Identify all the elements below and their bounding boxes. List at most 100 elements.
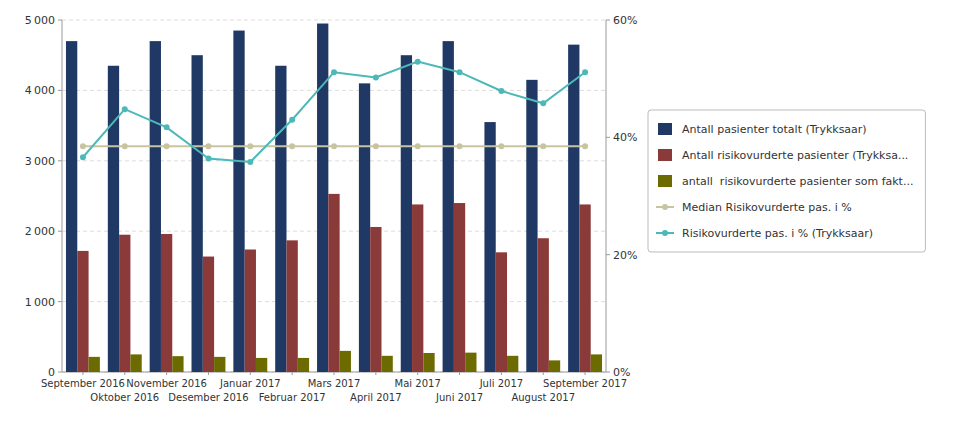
- y-tick: [58, 231, 62, 232]
- point: [498, 88, 504, 94]
- bar: [130, 354, 141, 372]
- x-tick: [375, 372, 376, 375]
- point: [582, 143, 588, 149]
- line-series: [80, 143, 588, 149]
- y2-tick: [606, 372, 610, 373]
- line: [83, 62, 585, 162]
- bar-series: [89, 351, 602, 372]
- bar: [465, 353, 476, 372]
- x-tick: [208, 372, 209, 375]
- y-tick-label: 3 000: [25, 155, 55, 168]
- x-tick-label: Juli 2017: [479, 378, 523, 389]
- x-tick: [292, 372, 293, 375]
- x-tick: [417, 372, 418, 375]
- point: [80, 143, 86, 149]
- bar: [412, 204, 423, 372]
- grid-line: [62, 160, 606, 161]
- bar: [568, 45, 579, 372]
- bar: [89, 357, 100, 372]
- bar: [245, 250, 256, 372]
- x-tick-label: November 2016: [126, 378, 207, 389]
- y-tick-label: 2 000: [25, 225, 55, 238]
- bar-series: [66, 24, 579, 372]
- x-tick-label: Juni 2017: [435, 392, 483, 403]
- bar: [108, 66, 119, 372]
- y2-tick-label: 20%: [613, 249, 637, 262]
- bar: [526, 80, 537, 372]
- grid-line: [62, 20, 606, 21]
- bar: [119, 235, 130, 372]
- x-tick: [334, 372, 335, 375]
- legend-marker: [662, 204, 668, 210]
- x-tick: [459, 372, 460, 375]
- y-tick: [58, 160, 62, 161]
- x-tick-label: September 2016: [41, 378, 125, 389]
- y-tick: [58, 301, 62, 302]
- point: [415, 143, 421, 149]
- point: [331, 69, 337, 75]
- legend-swatch: [658, 123, 672, 135]
- y2-tick-label: 40%: [613, 131, 637, 144]
- point: [540, 143, 546, 149]
- y2-tick: [606, 20, 610, 21]
- x-tick: [585, 372, 586, 375]
- bar: [579, 204, 590, 372]
- point: [164, 124, 170, 130]
- point: [289, 143, 295, 149]
- point: [80, 154, 86, 160]
- bar: [328, 194, 339, 372]
- bar: [484, 122, 495, 372]
- y-tick-label: 1 000: [25, 296, 55, 309]
- plot-area: [66, 24, 602, 372]
- point: [373, 74, 379, 80]
- legend-label: Median Risikovurderte pas. i %: [682, 201, 852, 214]
- bar: [203, 257, 214, 372]
- point: [122, 106, 128, 112]
- x-tick: [124, 372, 125, 375]
- bar: [340, 351, 351, 372]
- y-tick: [58, 20, 62, 21]
- grid-line: [62, 90, 606, 91]
- bar: [298, 358, 309, 372]
- point: [582, 69, 588, 75]
- bar: [591, 354, 602, 372]
- bar: [77, 251, 88, 372]
- bar: [496, 252, 507, 372]
- point: [289, 117, 295, 123]
- x-tick: [82, 372, 83, 375]
- bar: [233, 31, 244, 372]
- point: [540, 100, 546, 106]
- x-tick: [501, 372, 502, 375]
- bar: [359, 83, 370, 372]
- x-tick-label: Oktober 2016: [90, 392, 159, 403]
- bar: [275, 66, 286, 372]
- point: [498, 143, 504, 149]
- x-tick: [250, 372, 251, 375]
- x-tick-label: Mai 2017: [395, 378, 441, 389]
- bar: [161, 234, 172, 372]
- bar: [423, 353, 434, 372]
- legend-label: Antall pasienter totalt (Trykksaar): [682, 123, 867, 136]
- y-tick-label: 4 000: [25, 84, 55, 97]
- point: [415, 59, 421, 65]
- y-tick: [58, 372, 62, 373]
- axes: 01 0002 0003 0004 0005 0000%20%40%60%Sep…: [25, 14, 638, 403]
- y2-tick: [606, 254, 610, 255]
- legend-swatch: [658, 149, 672, 161]
- y2-tick: [606, 137, 610, 138]
- y2-axis: [606, 20, 607, 372]
- bar: [256, 358, 267, 372]
- point: [247, 143, 253, 149]
- x-tick: [543, 372, 544, 375]
- point: [373, 143, 379, 149]
- point: [205, 143, 211, 149]
- y-axis: [62, 20, 63, 372]
- line-series: [80, 59, 588, 165]
- bar: [401, 55, 412, 372]
- legend-label: Antall risikovurderte pasienter (Trykksa…: [682, 149, 908, 162]
- point: [247, 159, 253, 165]
- bar: [66, 41, 77, 372]
- bar-series: [77, 194, 590, 372]
- bar: [507, 356, 518, 372]
- point: [457, 143, 463, 149]
